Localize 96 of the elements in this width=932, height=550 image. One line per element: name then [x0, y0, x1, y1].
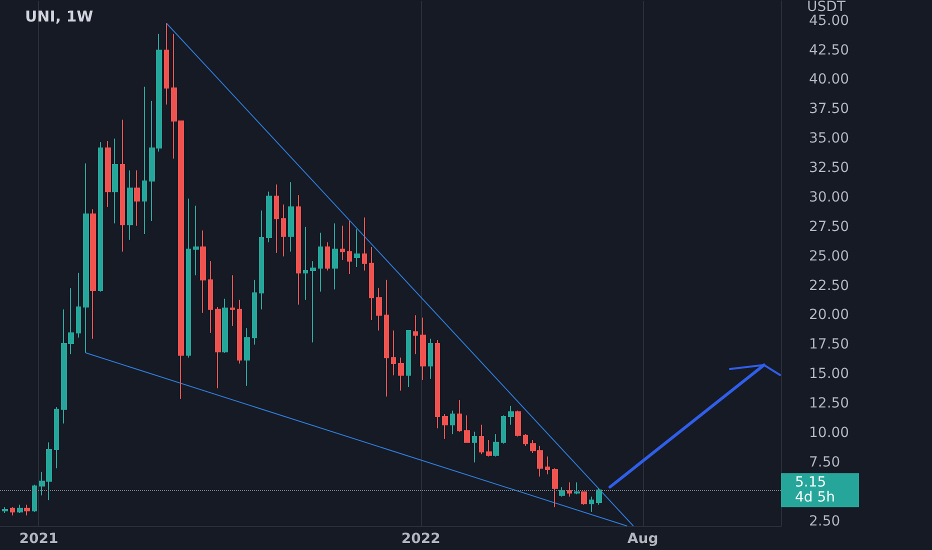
candlestick: [559, 486, 565, 498]
candlestick: [303, 226, 308, 300]
candlestick: [479, 424, 484, 455]
candlestick: [398, 357, 404, 392]
candlestick: [274, 184, 279, 254]
candlestick: [120, 119, 125, 252]
y-tick-label: 2.50: [809, 513, 840, 530]
y-tick-label: 32.50: [809, 160, 850, 176]
candlestick: [186, 198, 191, 358]
candlestick: [244, 328, 250, 386]
candlestick: [288, 182, 294, 252]
y-tick-label: 45.00: [809, 12, 850, 29]
candlestick: [2, 506, 8, 514]
y-tick-label: 17.50: [809, 336, 850, 353]
candlestick: [83, 162, 89, 354]
candlestick: [435, 339, 440, 429]
x-tick-label: 2022: [401, 531, 440, 547]
candlestick: [76, 272, 81, 338]
candlestick: [10, 506, 15, 516]
candlestick: [310, 260, 316, 343]
candlestick: [142, 86, 147, 234]
candlestick: [259, 210, 264, 310]
ref-line-label: 5.15: [795, 474, 826, 491]
y-tick-label: 22.50: [809, 278, 850, 294]
candlestick: [464, 414, 470, 443]
candlestick: [164, 22, 169, 105]
candlestick: [450, 410, 455, 435]
candlestick: [193, 205, 199, 276]
candlestick: [340, 225, 345, 260]
candlestick: [266, 191, 272, 243]
candlestick: [589, 496, 594, 512]
candlestick: [472, 431, 477, 463]
candlestick: [369, 246, 374, 320]
candlestick: [442, 414, 448, 440]
candlestick: [281, 204, 286, 257]
candlestick: [384, 279, 389, 397]
candlestick: [501, 414, 506, 444]
candlestick: [574, 482, 580, 495]
y-axis-title: USDT: [807, 0, 846, 15]
candlestick: [222, 298, 228, 354]
candlestick: [112, 138, 118, 224]
y-tick-label: 25.00: [809, 248, 850, 264]
y-tick-label: 15.00: [809, 366, 850, 382]
candlestick: [332, 222, 338, 290]
y-tick-label: 27.50: [809, 218, 850, 235]
candlestick: [515, 410, 521, 438]
y-tick-label: 40.00: [809, 72, 850, 88]
candlestick: [296, 194, 301, 306]
candlestick: [32, 484, 37, 512]
y-tick-label: 35.00: [809, 130, 850, 147]
candlestick: [230, 274, 235, 326]
candlestick: [98, 142, 103, 292]
candlestick: [486, 440, 492, 458]
candlestick: [54, 406, 59, 469]
text: UNI, 1W: [25, 8, 94, 26]
candlestick: [347, 220, 352, 275]
candlestick: [508, 405, 514, 426]
candlestick: [318, 232, 323, 292]
x-tick-label: 2021: [19, 531, 58, 547]
candlestick: [134, 170, 140, 226]
y-tick-label: 30.00: [809, 189, 850, 206]
candlestick: [252, 279, 257, 346]
candlestick: [362, 217, 367, 271]
y-tick-label: 12.50: [809, 396, 850, 412]
candlestick: [567, 482, 572, 498]
x-tick-label: Aug: [627, 531, 658, 547]
candlestick: [17, 504, 23, 514]
candlestick: [552, 468, 558, 508]
candlestick: [24, 504, 30, 516]
candlestick: [413, 314, 418, 355]
candlestick: [105, 140, 111, 208]
y-tick-label: 42.50: [809, 42, 850, 58]
candlestick: [420, 317, 426, 380]
y-tick-label: 37.50: [809, 101, 850, 118]
candlestick: [354, 228, 360, 268]
candlestick: [200, 230, 206, 314]
candlestick: [208, 260, 213, 334]
candlestick: [596, 488, 602, 506]
y-tick-label: 7.50: [809, 454, 840, 470]
candlestick: [406, 330, 411, 388]
candlestick: [215, 306, 221, 389]
candlestick: [391, 330, 396, 376]
text: 4d 5h: [795, 490, 836, 506]
y-tick-label: 20.00: [809, 307, 850, 324]
y-tick-label: 10.00: [809, 424, 850, 441]
candlestick: [237, 299, 242, 364]
candlestick: [581, 491, 587, 506]
candlestick: [325, 242, 330, 271]
candlestick: [545, 456, 550, 475]
candlestick: [90, 208, 96, 340]
candlestick: [428, 338, 433, 380]
candlestick: [457, 400, 462, 432]
candlestick: [376, 288, 382, 332]
candlestick: [523, 434, 528, 446]
candlestick: [127, 170, 133, 240]
candlestick: [493, 434, 499, 458]
